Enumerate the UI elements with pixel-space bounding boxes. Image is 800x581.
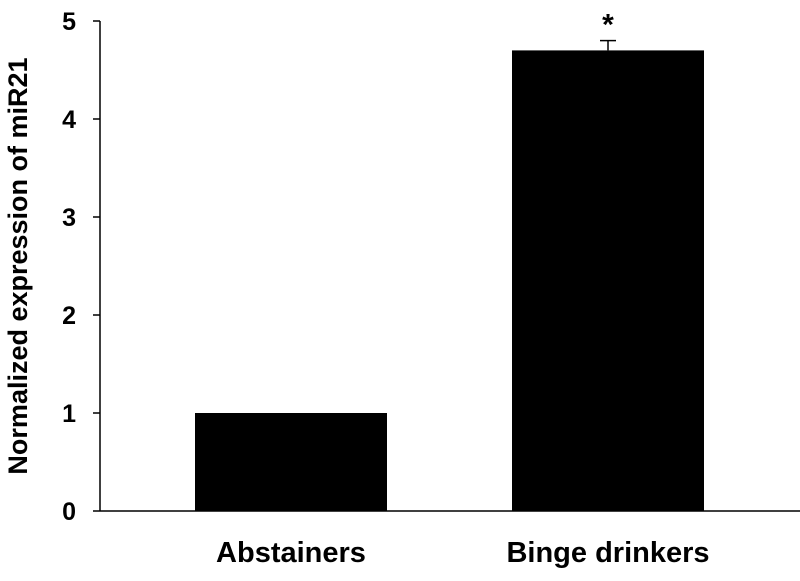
y-tick-label: 4 [62, 106, 76, 134]
bar-abstainers [195, 413, 387, 511]
y-tick-label: 3 [62, 204, 76, 232]
y-tick-label: 5 [62, 8, 76, 36]
y-tick-label: 2 [62, 302, 76, 330]
bar-binge-drinkers [512, 50, 704, 512]
y-tick-label: 1 [62, 400, 76, 428]
y-axis-label: Normalized expression of miR21 [3, 57, 33, 474]
x-tick-label: Abstainers [216, 537, 366, 569]
x-tick-label: Binge drinkers [506, 537, 709, 569]
y-tick-label: 0 [62, 498, 76, 526]
significance-asterisk: * [602, 9, 614, 42]
